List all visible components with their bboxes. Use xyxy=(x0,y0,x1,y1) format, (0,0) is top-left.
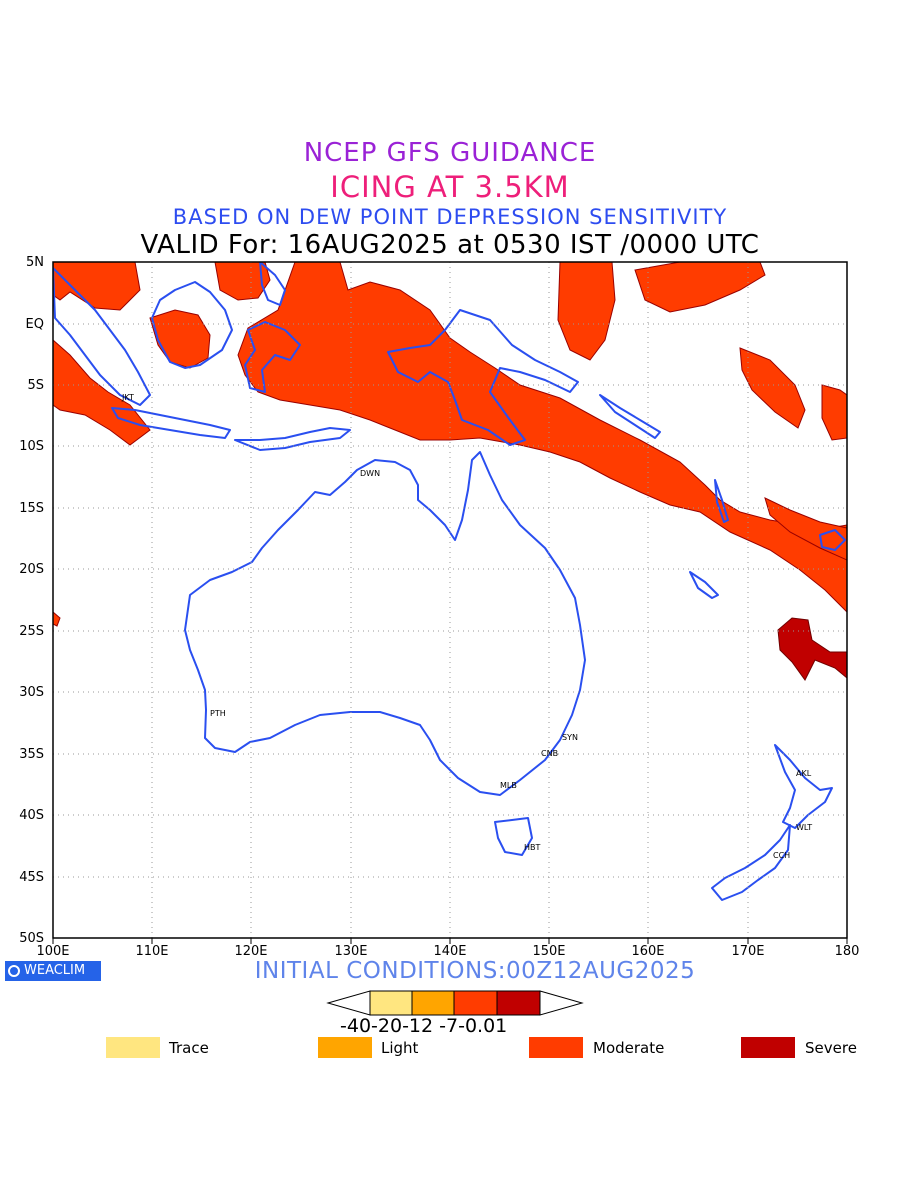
legend-swatch-severe xyxy=(741,1037,795,1058)
lat-label: 30S xyxy=(19,685,44,700)
legend-swatch-trace xyxy=(106,1037,160,1058)
lon-label: 150E xyxy=(532,944,566,959)
lat-label: 5N xyxy=(26,255,44,270)
city-label: SYN xyxy=(562,733,578,742)
initial-conditions: INITIAL CONDITIONS:00Z12AUG2025 xyxy=(254,958,696,984)
new-guinea-coast xyxy=(387,309,579,446)
lat-label: 25S xyxy=(19,624,44,639)
lat-label: 10S xyxy=(19,439,44,454)
lon-label: 160E xyxy=(631,944,665,959)
city-label: DWN xyxy=(360,469,380,478)
legend-label-light: Light xyxy=(381,1039,419,1057)
lat-label: 15S xyxy=(19,501,44,516)
city-labels: JKT DWN PTH SYN CNB MLB HBT AKL WLT CCH xyxy=(121,393,812,860)
city-label: MLB xyxy=(500,781,517,790)
legend-swatch-moderate xyxy=(529,1037,583,1058)
city-label: CCH xyxy=(773,851,790,860)
lat-label: 45S xyxy=(19,870,44,885)
philippines-coast xyxy=(259,262,286,306)
weaclim-logo: WEACLIM xyxy=(5,961,101,981)
city-label: JKT xyxy=(121,393,134,402)
north-island-nz xyxy=(774,744,833,829)
borneo-coast xyxy=(151,281,233,369)
icing-severe-regions xyxy=(777,617,847,681)
vanuatu-coast xyxy=(714,479,729,523)
lat-label: 20S xyxy=(19,562,44,577)
valid-time: VALID For: 16AUG2025 at 0530 IST /0000 U… xyxy=(140,230,760,260)
legend-swatch-light xyxy=(318,1037,372,1058)
lon-label: 180 xyxy=(834,944,860,959)
lat-label: 40S xyxy=(19,808,44,823)
city-label: PTH xyxy=(210,709,226,718)
axis-ticks xyxy=(52,938,848,944)
city-label: AKL xyxy=(796,769,812,778)
lon-label: 110E xyxy=(135,944,169,959)
icing-moderate-regions xyxy=(53,262,847,627)
city-label: HBT xyxy=(524,843,541,852)
legend-label-trace: Trace xyxy=(169,1039,209,1057)
lat-label: 35S xyxy=(19,747,44,762)
lon-label: 140E xyxy=(433,944,467,959)
lat-label: 50S xyxy=(19,931,44,946)
legend-label-severe: Severe xyxy=(805,1039,857,1057)
java-coast xyxy=(111,407,231,439)
lon-label: 100E xyxy=(36,944,70,959)
south-island-nz xyxy=(711,824,791,901)
copyright-icon xyxy=(8,965,20,977)
lat-label: 5S xyxy=(27,378,44,393)
lat-label: EQ xyxy=(25,317,44,332)
title-line-1: NCEP GFS GUIDANCE xyxy=(303,138,597,168)
logo-text: WEACLIM xyxy=(24,963,86,978)
lon-label: 170E xyxy=(731,944,765,959)
legend-label-moderate: Moderate xyxy=(593,1039,665,1057)
city-label: CNB xyxy=(541,749,558,758)
new-caledonia-coast xyxy=(689,571,719,599)
solomon-coast xyxy=(599,394,661,439)
colorbar-tick-labels: -40-20-12 -7-0.01 xyxy=(340,1015,508,1037)
lesser-sunda-coast xyxy=(234,427,351,451)
sumatra-coast xyxy=(53,267,151,406)
tasmania-coast xyxy=(494,817,533,856)
city-label: WLT xyxy=(796,823,812,832)
title-line-3: BASED ON DEW POINT DEPRESSION SENSITIVIT… xyxy=(172,205,728,229)
lon-label: 120E xyxy=(234,944,268,959)
australia-coast xyxy=(184,451,586,796)
fiji-coast xyxy=(819,529,846,551)
lon-label: 130E xyxy=(334,944,368,959)
title-line-2: ICING AT 3.5KM xyxy=(330,170,570,204)
sulawesi-coast xyxy=(244,321,301,393)
